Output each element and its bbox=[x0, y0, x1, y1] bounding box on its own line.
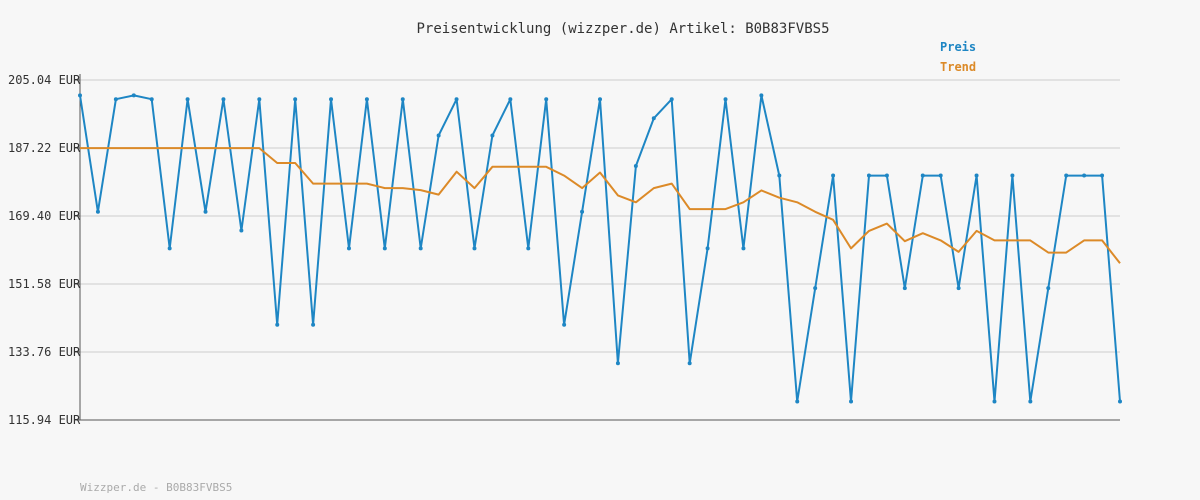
data-point bbox=[580, 209, 585, 214]
series-trend bbox=[80, 147, 1121, 264]
data-point bbox=[1082, 173, 1087, 178]
data-point bbox=[705, 246, 710, 251]
data-point bbox=[508, 97, 513, 102]
chart-title: Preisentwicklung (wizzper.de) Artikel: B… bbox=[416, 21, 829, 37]
series-preis bbox=[78, 93, 1122, 404]
data-point bbox=[131, 93, 136, 98]
data-point bbox=[956, 286, 961, 291]
data-point bbox=[562, 322, 567, 327]
y-tick-label: 115.94 EUR bbox=[8, 413, 81, 427]
data-point bbox=[293, 97, 298, 102]
data-point bbox=[167, 246, 172, 251]
data-point bbox=[759, 93, 764, 98]
data-point bbox=[113, 97, 118, 102]
data-point bbox=[1046, 286, 1051, 291]
data-point bbox=[329, 97, 334, 102]
data-point bbox=[436, 133, 441, 138]
data-point bbox=[239, 228, 244, 233]
y-tick-label: 133.76 EUR bbox=[8, 345, 81, 359]
axes bbox=[79, 74, 1120, 421]
data-point bbox=[884, 173, 889, 178]
series-layer bbox=[78, 93, 1122, 404]
y-tick-label: 205.04 EUR bbox=[8, 73, 81, 87]
y-tick-label: 151.58 EUR bbox=[8, 277, 81, 291]
data-point bbox=[418, 246, 423, 251]
legend-preis: Preis bbox=[940, 40, 976, 54]
series-line-preis bbox=[79, 94, 1121, 403]
data-point bbox=[651, 116, 656, 121]
data-point bbox=[275, 322, 280, 327]
data-point bbox=[1100, 173, 1105, 178]
data-point bbox=[311, 322, 316, 327]
data-point bbox=[454, 97, 459, 102]
data-point bbox=[777, 173, 782, 178]
data-point bbox=[78, 93, 82, 98]
data-point bbox=[615, 361, 620, 366]
data-point bbox=[490, 133, 495, 138]
data-point bbox=[364, 97, 369, 102]
data-point bbox=[382, 246, 387, 251]
data-point bbox=[920, 173, 925, 178]
data-point bbox=[974, 173, 979, 178]
data-point bbox=[346, 246, 351, 251]
data-point bbox=[472, 246, 477, 251]
data-point bbox=[633, 164, 638, 169]
data-point bbox=[741, 246, 746, 251]
legend-trend: Trend bbox=[940, 60, 976, 74]
data-point bbox=[203, 209, 208, 214]
data-point bbox=[95, 209, 100, 214]
data-point bbox=[221, 97, 226, 102]
data-point bbox=[149, 97, 154, 102]
series-line-trend bbox=[80, 147, 1121, 264]
data-point bbox=[813, 286, 818, 291]
grid-lines bbox=[80, 79, 1120, 353]
data-point bbox=[938, 173, 943, 178]
data-point bbox=[598, 97, 602, 102]
data-point bbox=[1028, 399, 1033, 404]
y-tick-label: 169.40 EUR bbox=[8, 209, 81, 223]
data-point bbox=[849, 399, 854, 404]
data-point bbox=[866, 173, 871, 178]
data-point bbox=[902, 286, 907, 291]
data-point bbox=[687, 361, 692, 366]
data-point bbox=[257, 97, 262, 102]
data-point bbox=[1010, 173, 1015, 178]
data-point bbox=[185, 97, 190, 102]
y-tick-label: 187.22 EUR bbox=[8, 141, 81, 155]
data-point bbox=[1064, 173, 1069, 178]
data-point bbox=[544, 97, 549, 102]
data-point bbox=[723, 97, 728, 102]
footer-text: Wizzper.de - B0B83FVBS5 bbox=[80, 481, 232, 494]
data-point bbox=[992, 399, 997, 404]
data-point bbox=[526, 246, 531, 251]
data-point bbox=[795, 399, 800, 404]
data-point bbox=[831, 173, 836, 178]
data-point bbox=[1118, 399, 1122, 404]
data-point bbox=[400, 97, 405, 102]
data-point bbox=[669, 97, 674, 102]
y-axis-ticks: 205.04 EUR 187.22 EUR 169.40 EUR 151.58 EUR… bbox=[8, 73, 81, 427]
